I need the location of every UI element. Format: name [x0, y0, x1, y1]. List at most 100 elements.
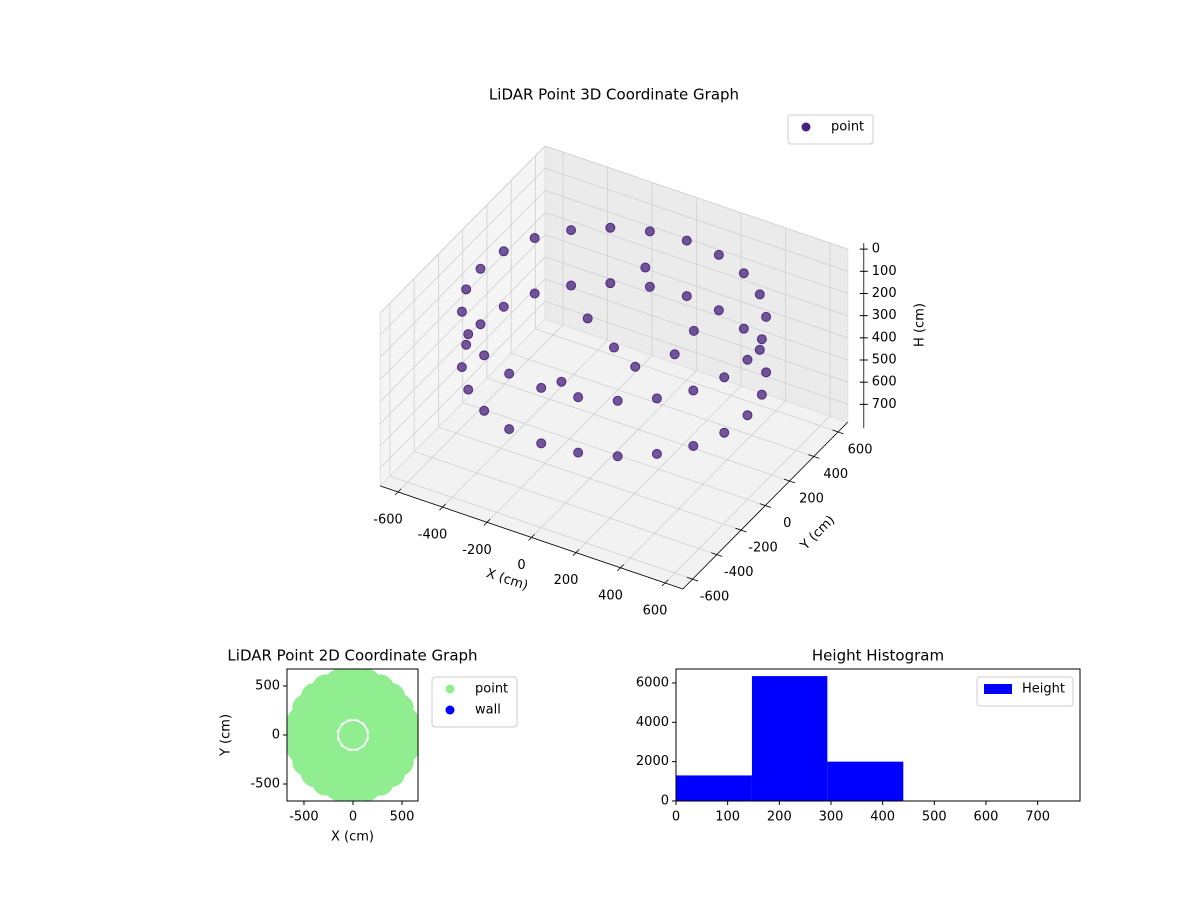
point — [391, 734, 418, 763]
x-tick-label: 300 — [819, 810, 844, 825]
point — [605, 222, 616, 233]
point — [651, 393, 662, 404]
legend-swatch — [445, 684, 455, 694]
grid-line — [545, 256, 848, 361]
axes-frame — [675, 668, 1081, 802]
point — [738, 268, 749, 279]
x-tick-label: 0 — [349, 810, 357, 825]
axes-frame — [286, 668, 419, 802]
point — [479, 405, 490, 416]
x-tick-label: -400 — [418, 528, 448, 543]
point — [681, 235, 692, 246]
grid-line — [379, 256, 546, 425]
grid-line — [545, 234, 848, 339]
point — [756, 389, 767, 400]
x-tick-label: 200 — [554, 573, 579, 588]
bar — [751, 676, 828, 801]
point — [719, 427, 730, 438]
point — [669, 349, 680, 360]
grid-line — [545, 145, 848, 250]
y-axis-line — [682, 421, 849, 590]
y-axis-label: Y (cm) — [219, 714, 234, 757]
legend-label: point — [831, 120, 864, 135]
z-tick-label: 300 — [872, 308, 897, 323]
point — [498, 246, 509, 257]
y-tick-label: 2000 — [636, 754, 669, 769]
point — [504, 424, 515, 435]
y-tick-label: 500 — [255, 678, 280, 693]
grid-line — [379, 145, 546, 314]
chart-title: LiDAR Point 3D Coordinate Graph — [489, 86, 739, 104]
x-tick-label: 200 — [767, 810, 792, 825]
x-tick-label: -500 — [289, 810, 319, 825]
y-tick-label: -400 — [724, 565, 754, 580]
legend-label: wall — [475, 703, 501, 718]
bar — [827, 761, 904, 801]
x-tick-label: 0 — [672, 810, 680, 825]
point — [566, 225, 577, 236]
point — [688, 325, 699, 336]
point — [529, 233, 540, 244]
point — [644, 281, 655, 292]
point — [463, 384, 474, 395]
z-tick-label: 200 — [872, 286, 897, 301]
x-tick-label: 700 — [1025, 810, 1050, 825]
point — [630, 361, 641, 372]
point — [463, 329, 474, 340]
grid-line — [545, 212, 848, 317]
legend-label: Height — [1022, 682, 1065, 697]
point — [573, 392, 584, 403]
z-tick-label: 700 — [872, 397, 897, 412]
point — [475, 263, 486, 274]
point — [713, 305, 724, 316]
y-tick-label: 400 — [823, 467, 848, 482]
x-tick-label: 600 — [643, 603, 668, 618]
grid-line — [379, 167, 546, 336]
point — [475, 319, 486, 330]
legend-swatch — [801, 122, 811, 132]
grid-line — [379, 190, 546, 358]
point — [719, 372, 730, 383]
grid-line — [535, 328, 839, 433]
chart-title: LiDAR Point 2D Coordinate Graph — [227, 647, 477, 665]
x-axis-line — [380, 485, 683, 590]
grid-line — [511, 352, 814, 457]
point — [742, 354, 753, 365]
point — [582, 313, 593, 324]
point — [756, 334, 767, 345]
point — [479, 350, 490, 361]
point — [529, 288, 540, 299]
grid-line — [545, 300, 848, 405]
point — [754, 344, 765, 355]
point — [461, 284, 472, 295]
x-tick-label: -600 — [373, 512, 403, 527]
z-tick-label: 0 — [872, 242, 880, 257]
point — [536, 438, 547, 449]
y-tick-label: -200 — [748, 541, 778, 556]
grid-line — [379, 212, 546, 380]
grid-line — [438, 426, 742, 531]
grid-line — [379, 234, 546, 402]
point — [536, 382, 547, 393]
bar — [676, 775, 752, 801]
grid-line — [414, 451, 717, 556]
x-tick-label: 400 — [870, 810, 895, 825]
y-tick-label: -600 — [700, 590, 730, 605]
point — [498, 301, 509, 312]
y-tick-label: -500 — [250, 777, 280, 792]
point — [573, 447, 584, 458]
point — [688, 440, 699, 451]
x-tick-label: 0 — [517, 558, 525, 573]
y-tick-label: 600 — [848, 442, 873, 457]
point — [461, 339, 472, 350]
point — [605, 278, 616, 289]
point — [713, 249, 724, 260]
y-tick-label: 4000 — [636, 715, 669, 730]
point — [742, 410, 753, 421]
x-tick-label: 500 — [390, 810, 415, 825]
point — [612, 451, 623, 462]
point — [738, 323, 749, 334]
x-tick-label: 600 — [974, 810, 999, 825]
x-tick-label: -200 — [462, 543, 492, 558]
